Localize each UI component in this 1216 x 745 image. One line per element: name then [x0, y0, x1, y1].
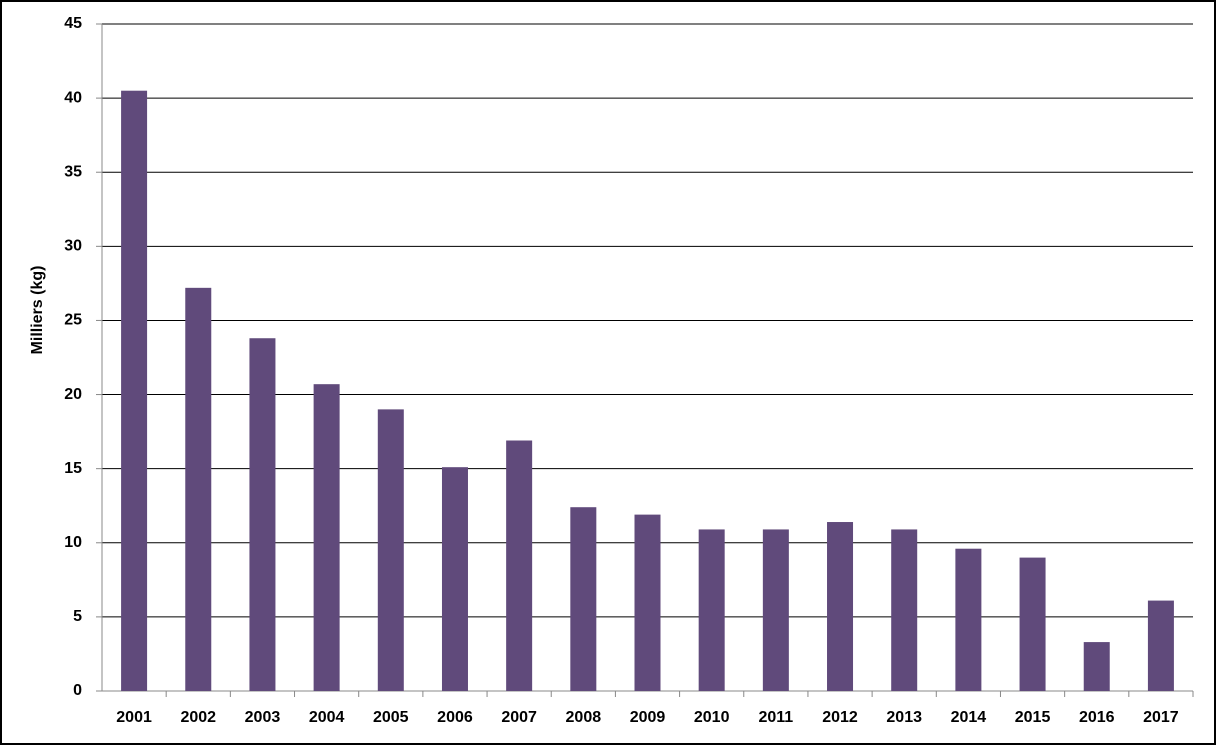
bar [827, 522, 854, 691]
x-tick-label: 2010 [694, 709, 730, 726]
bar [1147, 600, 1174, 691]
bar [249, 338, 276, 691]
bar [1019, 557, 1046, 691]
x-tick-label: 2001 [116, 709, 152, 726]
bar [698, 529, 725, 691]
y-tick-label: 35 [64, 163, 82, 180]
x-tick-label: 2017 [1143, 709, 1179, 726]
x-tick-label: 2009 [630, 709, 666, 726]
x-tick-label: 2003 [245, 709, 281, 726]
bar [377, 409, 404, 691]
x-tick-label: 2013 [886, 709, 922, 726]
y-tick-label: 10 [64, 534, 82, 551]
y-tick-label: 0 [73, 682, 82, 699]
bar [891, 529, 918, 691]
x-tick-label: 2008 [566, 709, 602, 726]
x-tick-label: 2015 [1015, 709, 1051, 726]
y-tick-label: 40 [64, 89, 82, 106]
x-tick-label: 2006 [437, 709, 473, 726]
y-tick-label: 15 [64, 460, 82, 477]
x-tick-label: 2014 [951, 709, 987, 726]
y-tick-label: 5 [73, 608, 82, 625]
bar [441, 467, 468, 691]
x-tick-label: 2012 [822, 709, 858, 726]
bar [506, 440, 533, 691]
x-tick-label: 2016 [1079, 709, 1115, 726]
bar [762, 529, 789, 691]
bar [634, 514, 661, 691]
y-tick-label: 20 [64, 386, 82, 403]
y-tick-label: 25 [64, 312, 82, 329]
bar [313, 384, 340, 691]
x-tick-label: 2002 [180, 709, 216, 726]
bar [955, 548, 982, 691]
y-tick-label: 30 [64, 238, 82, 255]
bar [121, 90, 148, 691]
bar [570, 507, 597, 691]
y-axis-label: Milliers (kg) [29, 266, 46, 355]
x-tick-label: 2004 [309, 709, 345, 726]
y-tick-label: 45 [64, 15, 82, 32]
x-tick-label: 2005 [373, 709, 409, 726]
x-tick-label: 2007 [501, 709, 537, 726]
bar [185, 287, 212, 691]
bar [1083, 642, 1110, 691]
x-tick-label: 2011 [758, 709, 793, 726]
